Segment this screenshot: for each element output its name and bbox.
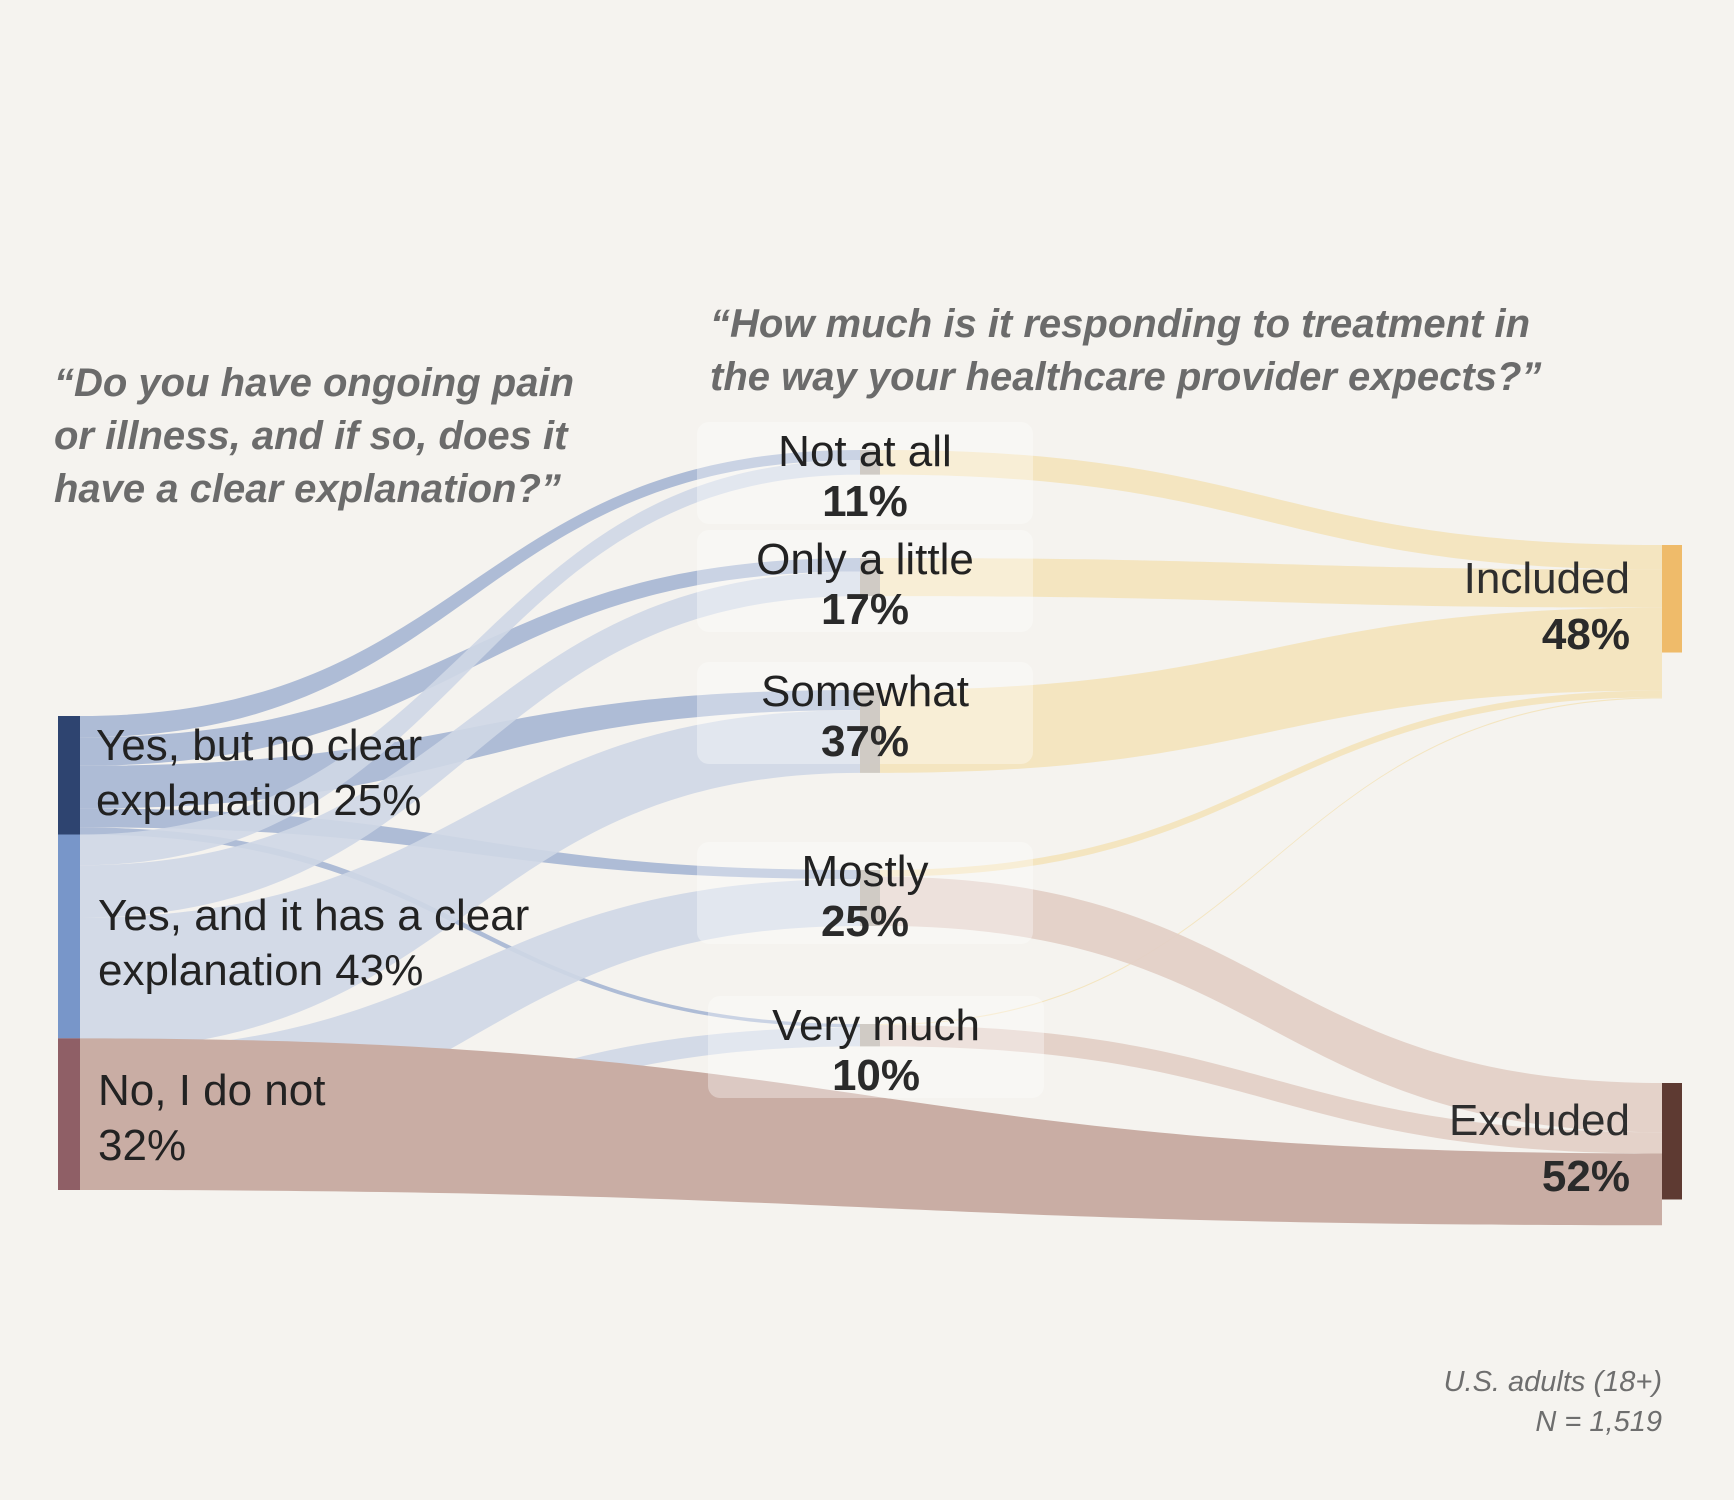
flow-mostly-to-excluded	[880, 876, 1662, 1133]
left-node-label: Yes, but no clear	[96, 721, 422, 770]
left-node-label: explanation 43%	[98, 946, 423, 995]
left-node-bar-no_clear	[58, 716, 80, 835]
left-node-bar-clear	[58, 834, 80, 1039]
middle-label-box-very_much	[708, 996, 1044, 1098]
right-node-bar-included	[1662, 545, 1682, 653]
flow-very_much-to-included	[880, 697, 1662, 1026]
flow-somewhat-to-included	[880, 607, 1662, 773]
flow-no_clear-to-very_much	[80, 827, 860, 1028]
middle-question: the way your healthcare provider expects…	[710, 355, 1541, 399]
flow-layer	[80, 450, 1662, 1226]
left-node-label: explanation 25%	[96, 776, 421, 825]
middle-node-bar-not_at_all	[860, 450, 880, 475]
middle-node-label: Mostly	[801, 847, 928, 896]
flow-clear-to-little	[80, 571, 860, 918]
middle-node-pct: 37%	[821, 717, 909, 766]
middle-node-pct: 11%	[822, 477, 908, 526]
flow-very_much-to-excluded	[880, 1025, 1662, 1154]
middle-node-bar-mostly	[860, 870, 880, 926]
flow-mostly-to-included	[880, 690, 1662, 877]
middle-node-bar-somewhat	[860, 690, 880, 773]
left-question: or illness, and if so, does it	[54, 414, 569, 458]
middle-node-pct: 25%	[821, 897, 909, 946]
flow-little-to-included	[880, 558, 1662, 608]
flow-not_at_all-to-included	[880, 450, 1662, 570]
right-node-label: Included	[1464, 554, 1630, 603]
middle-node-bar-little	[860, 558, 880, 597]
flow-no-to-excluded	[80, 1038, 1662, 1226]
left-question: “Do you have ongoing pain	[54, 361, 574, 405]
left-node-label: No, I do not	[98, 1066, 325, 1115]
footnote-population: U.S. adults (18+)	[1444, 1366, 1662, 1398]
middle-node-bar-very_much	[860, 1024, 880, 1047]
middle-node-pct: 17%	[821, 585, 909, 634]
middle-node-label: Very much	[772, 1001, 980, 1050]
middle-node-label: Somewhat	[761, 667, 969, 716]
flow-clear-to-somewhat	[80, 710, 860, 1051]
middle-node-label: Only a little	[756, 535, 974, 584]
footnote-sample-size: N = 1,519	[1535, 1406, 1662, 1438]
flow-clear-to-not_at_all	[80, 460, 860, 866]
middle-question: “How much is it responding to treatment …	[710, 302, 1530, 346]
right-node-bar-excluded	[1662, 1083, 1682, 1200]
left-node-label: 32%	[98, 1121, 186, 1170]
flow-no_clear-to-not_at_all	[80, 450, 860, 738]
middle-node-label: Not at all	[778, 427, 952, 476]
left-node-bar-no	[58, 1038, 80, 1190]
node-layer	[58, 422, 1682, 1200]
right-node-pct: 48%	[1542, 610, 1630, 659]
left-question: have a clear explanation?”	[54, 467, 561, 511]
left-node-label: Yes, and it has a clear	[98, 891, 529, 940]
middle-node-pct: 10%	[832, 1051, 920, 1100]
right-node-label: Excluded	[1449, 1096, 1630, 1145]
right-node-pct: 52%	[1542, 1152, 1630, 1201]
